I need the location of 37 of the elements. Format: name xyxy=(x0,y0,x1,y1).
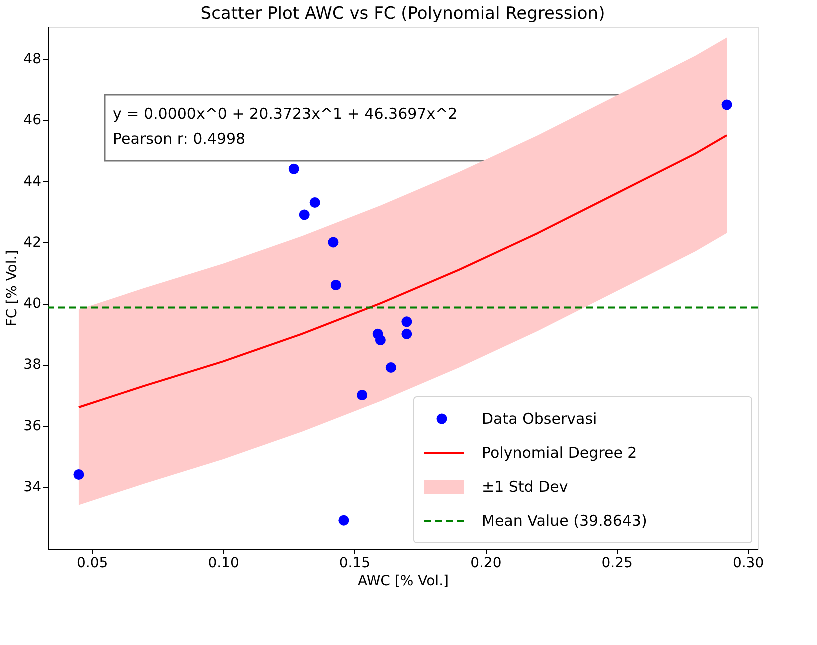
x-tick-label: 0.05 xyxy=(76,556,108,572)
annotation: Pearson r: 0.4998 xyxy=(113,130,246,148)
point xyxy=(310,198,320,208)
y-tick-label: 40 xyxy=(24,296,42,312)
x-tick-label: 0.15 xyxy=(339,556,371,572)
y-tick-label: 48 xyxy=(24,52,42,68)
point xyxy=(328,237,339,248)
point xyxy=(74,470,84,480)
point xyxy=(330,280,342,290)
point xyxy=(299,210,310,220)
x-tick-label: 0.30 xyxy=(732,556,764,572)
point xyxy=(375,335,386,346)
legend-label: Polynomial Degree 2 xyxy=(482,444,638,462)
point xyxy=(402,328,412,340)
y-tick-label: 36 xyxy=(24,418,42,434)
chart-title: Scatter Plot AWC vs FC (Polynomial Regression) xyxy=(200,4,606,24)
x-axis-title: AWC [% Vol.] xyxy=(358,574,449,590)
point xyxy=(357,390,368,401)
point xyxy=(288,164,300,174)
legend-label: Data Observasi xyxy=(482,410,598,428)
point xyxy=(402,316,412,328)
y-tick-label: 46 xyxy=(24,112,42,129)
y-tick-label: 34 xyxy=(24,479,42,496)
y-tick-label: 44 xyxy=(24,174,42,190)
point xyxy=(338,515,350,526)
y-tick-label: 38 xyxy=(24,357,42,374)
y-tick-label: 42 xyxy=(24,234,42,251)
point xyxy=(386,362,396,373)
point xyxy=(722,100,732,110)
annotation: ±1 Std Dev xyxy=(482,478,568,496)
x-tick-label: 0.25 xyxy=(602,556,633,572)
line-series xyxy=(78,134,728,408)
x-tick-label: 0.10 xyxy=(208,556,240,572)
annotation: y = 0.0000x^0 + 20.3723x^1 + 46.3697x^2 xyxy=(113,105,458,123)
legend-label: Mean Value (39.8643) xyxy=(482,512,648,530)
x-tick-label: 0.20 xyxy=(470,556,502,572)
y-axis-title: FC [% Vol.] xyxy=(4,250,21,327)
